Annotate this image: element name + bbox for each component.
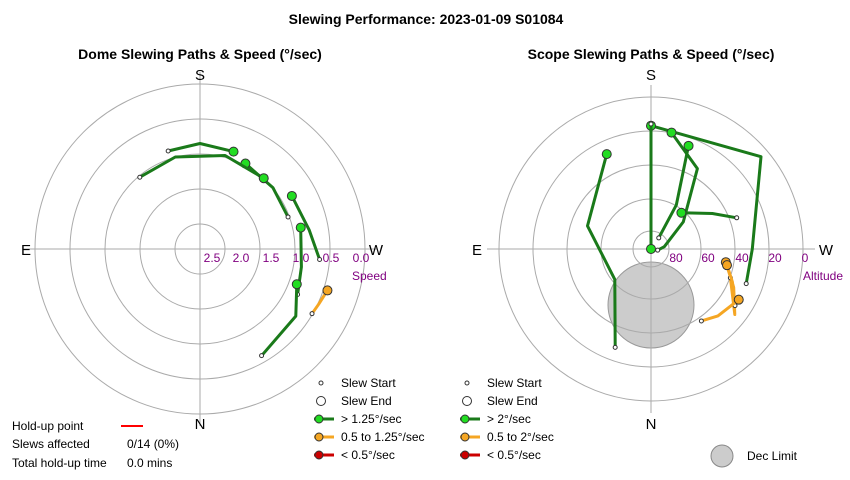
scope-legend-speed-swatch-marker xyxy=(460,414,470,424)
scope-legend-legend-label: > 2°/sec xyxy=(487,412,531,426)
dome-cardinal-left: E xyxy=(21,242,31,259)
dome-slew-start-marker xyxy=(291,279,302,290)
dome-slew-start-marker xyxy=(322,285,333,296)
dome-slew-end-marker xyxy=(309,311,315,317)
scope-paths xyxy=(586,120,763,350)
dome-radial-tick-label: 0.0 xyxy=(353,251,370,265)
dome-legend-speed-swatch-marker xyxy=(314,450,324,460)
scope-legend-legend-label: 0.5 to 2°/sec xyxy=(487,430,554,444)
dome-radial-tick-label: 0.5 xyxy=(323,251,340,265)
scope-legend-slew-start-symbol xyxy=(464,380,470,386)
scope-cardinal-left: E xyxy=(472,242,482,259)
dome-slew-start-marker xyxy=(286,190,297,201)
scope-legend-legend-label: Slew Start xyxy=(487,376,542,390)
dome-legend-legend-label: > 1.25°/sec xyxy=(341,412,402,426)
scope-slew-start-marker xyxy=(666,127,677,138)
scope-radial-tick-label: 80 xyxy=(669,251,683,265)
dome-slew-path xyxy=(290,194,322,261)
scope-slew-start-marker xyxy=(676,207,687,218)
dome-slew-start-marker xyxy=(258,173,269,184)
scope-legend-slew-end-symbol xyxy=(462,396,472,406)
scope-radial-tick-label: 60 xyxy=(701,251,715,265)
scope-slew-end-marker xyxy=(734,215,740,221)
dome-slew-end-marker xyxy=(285,214,291,220)
dome-legend-speed-swatch-marker xyxy=(314,414,324,424)
scope-legend-speed-swatch-marker xyxy=(460,450,470,460)
scope-chart-title: Scope Slewing Paths & Speed (°/sec) xyxy=(528,46,775,62)
holdup-total-value: 0.0 mins xyxy=(127,456,172,470)
scope-slew-start-marker xyxy=(601,149,612,160)
scope-legend: Slew Start Slew End > 2°/sec 0.5 to 2°/sec <… xyxy=(460,376,554,462)
scope-cardinal-bottom: N xyxy=(646,416,657,433)
scope-radial-axis-label: Altitude xyxy=(803,269,843,283)
scope-slew-path xyxy=(656,131,699,252)
scope-slew-path xyxy=(679,211,739,220)
dome-slew-end-marker xyxy=(137,174,143,180)
holdup-total-label: Total hold-up time xyxy=(12,456,107,470)
scope-slew-path xyxy=(699,298,741,323)
scope-slew-end-marker xyxy=(612,344,618,350)
scope-cardinal-top: S xyxy=(646,67,656,84)
dome-chart: Dome Slewing Paths & Speed (°/sec) 2.5 2.… xyxy=(21,46,387,433)
scope-slew-start-marker xyxy=(683,140,694,151)
holdup-point-label: Hold-up point xyxy=(12,419,84,433)
dome-slew-path xyxy=(310,288,329,316)
dome-slew-end-marker xyxy=(165,148,171,154)
scope-radial-tick-label: 20 xyxy=(768,251,782,265)
scope-legend-speed-swatch-marker xyxy=(460,432,470,442)
dome-legend-legend-label: 0.5 to 1.25°/sec xyxy=(341,430,425,444)
page-title: Slewing Performance: 2023-01-09 S01084 xyxy=(289,11,564,27)
dec-limit-legend-swatch xyxy=(710,444,734,468)
scope-slew-start-marker xyxy=(733,294,744,305)
dome-radial-tick-label: 1.5 xyxy=(263,251,280,265)
dome-cardinal-top: S xyxy=(195,67,205,84)
scope-slew-end-marker xyxy=(656,235,662,241)
scope-slew-end-marker xyxy=(648,121,654,127)
scope-slew-end-marker xyxy=(698,318,704,324)
scope-radial-tick-label: 40 xyxy=(735,251,749,265)
scope-slew-path xyxy=(649,124,763,286)
dome-slew-end-marker xyxy=(259,353,265,359)
scope-slew-start-marker xyxy=(646,244,656,254)
dome-radial-axis-label: Speed xyxy=(352,269,387,283)
dome-legend-legend-label: Slew End xyxy=(341,394,392,408)
scope-slew-path xyxy=(586,152,617,349)
holdup-slews-label: Slews affected xyxy=(12,437,90,451)
holdup-slews-value: 0/14 (0%) xyxy=(127,437,179,451)
scope-slew-end-marker xyxy=(743,281,749,287)
holdup-summary: Hold-up point Slews affected 0/14 (0%) T… xyxy=(12,419,179,470)
scope-slew-end-marker xyxy=(655,247,661,253)
dome-cardinal-right: W xyxy=(369,242,384,259)
dome-slew-start-marker xyxy=(228,146,239,157)
scope-cardinal-right: W xyxy=(819,242,834,259)
dome-slew-path xyxy=(138,154,266,180)
dome-legend-slew-start-symbol xyxy=(318,380,324,386)
dome-legend: Slew Start Slew End > 1.25°/sec 0.5 to 1.25… xyxy=(314,376,425,462)
scope-slew-start-marker xyxy=(721,260,732,271)
scope-legend-legend-label: Slew End xyxy=(487,394,538,408)
scope-slew-path xyxy=(657,144,690,240)
dome-legend-slew-end-symbol xyxy=(316,396,326,406)
dome-grid: 2.5 2.0 1.5 1.0 0.5 0.0 xyxy=(23,72,377,426)
dome-slew-start-marker xyxy=(295,222,306,233)
dome-cardinal-bottom: N xyxy=(195,416,206,433)
dome-paths xyxy=(137,142,333,359)
dome-legend-speed-swatch-marker xyxy=(314,432,324,442)
dome-slew-end-marker xyxy=(317,256,323,262)
dome-radial-tick-label: 2.5 xyxy=(204,251,221,265)
dome-radial-tick-label: 2.0 xyxy=(233,251,250,265)
dec-limit-legend-label: Dec Limit xyxy=(747,449,798,463)
scope-radial-tick-label: 0 xyxy=(802,251,809,265)
dome-legend-legend-label: Slew Start xyxy=(341,376,396,390)
dome-chart-title: Dome Slewing Paths & Speed (°/sec) xyxy=(78,46,322,62)
dome-legend-legend-label: < 0.5°/sec xyxy=(341,448,395,462)
dome-slew-path xyxy=(260,282,299,358)
dome-slew-path xyxy=(166,142,235,154)
scope-legend-legend-label: < 0.5°/sec xyxy=(487,448,541,462)
scope-chart: Scope Slewing Paths & Speed (°/sec) 80 60… xyxy=(472,46,843,433)
